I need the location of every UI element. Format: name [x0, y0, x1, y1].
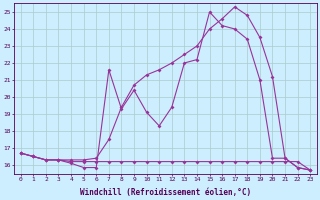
X-axis label: Windchill (Refroidissement éolien,°C): Windchill (Refroidissement éolien,°C)	[80, 188, 251, 197]
